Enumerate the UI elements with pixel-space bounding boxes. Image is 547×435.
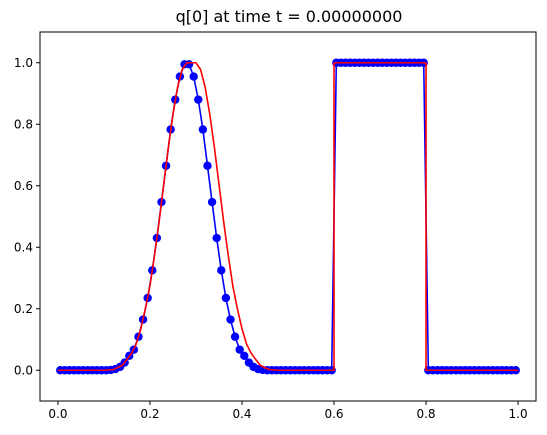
data-point xyxy=(203,161,212,170)
data-point xyxy=(207,197,217,207)
x-tick-label: 0.6 xyxy=(324,407,343,421)
data-point xyxy=(194,95,203,104)
y-tick-label: 0.4 xyxy=(14,240,33,254)
data-point xyxy=(240,351,249,360)
x-tick-label: 0.2 xyxy=(140,407,159,421)
x-tick-label: 1.0 xyxy=(509,407,528,421)
x-tick-label: 0.0 xyxy=(48,407,67,421)
axes-frame xyxy=(39,31,537,402)
y-tick-label: 0.0 xyxy=(14,363,33,377)
series-line-red xyxy=(57,61,519,372)
plot-background xyxy=(40,32,536,401)
y-tick-label: 0.6 xyxy=(14,179,33,193)
data-point xyxy=(217,266,226,275)
x-tick-label: 0.8 xyxy=(416,407,435,421)
data-point xyxy=(212,233,221,243)
axes-layer: 0.0 0.2 0.4 0.6 0.8 1.0 0.0 0.2 0.4 0.6 0.8 1.0 xyxy=(14,31,537,421)
data-point xyxy=(226,315,235,324)
y-tick-label: 1.0 xyxy=(14,56,33,70)
data-point xyxy=(198,125,208,134)
data-point xyxy=(221,293,231,303)
data-point xyxy=(189,72,198,81)
y-tick-label: 0.2 xyxy=(14,302,33,316)
plot-area xyxy=(40,32,536,401)
series-layer xyxy=(56,58,520,375)
data-point xyxy=(235,345,244,354)
y-tick-label: 0.8 xyxy=(14,117,33,131)
data-point xyxy=(230,332,240,341)
x-tick-label: 0.4 xyxy=(232,407,251,421)
chart-title: q[0] at time t = 0.00000000 xyxy=(176,7,403,26)
